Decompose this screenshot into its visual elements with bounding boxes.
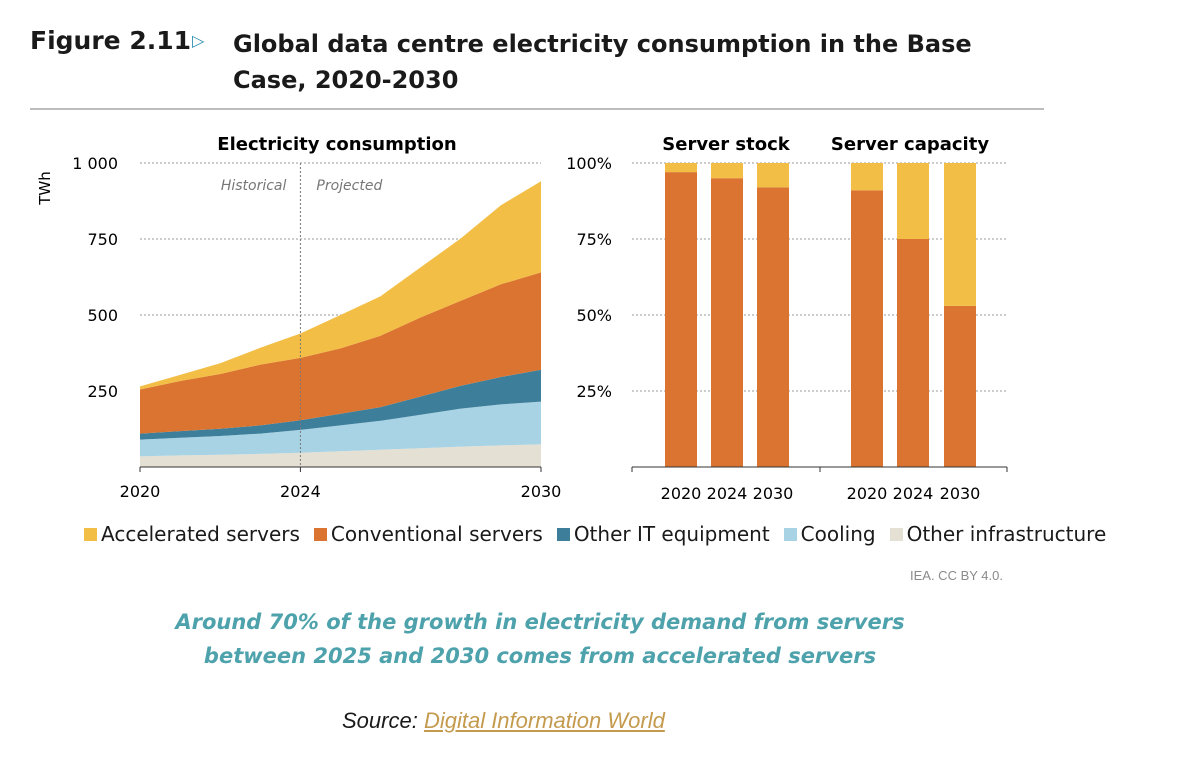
legend-item: Conventional servers — [313, 522, 543, 546]
figure-caption: Around 70% of the growth in electricity … — [175, 610, 905, 668]
x-tick-label: 2030 — [940, 484, 981, 503]
y-tick-label: 250 — [87, 382, 118, 401]
legend-item: Accelerated servers — [84, 522, 300, 546]
area-chart-title: Electricity consumption — [217, 134, 456, 155]
y-tick-label: 75% — [576, 230, 612, 249]
bar-segment — [851, 190, 883, 468]
y-tick-label: 100% — [566, 154, 612, 173]
area-series — [140, 369, 541, 440]
bar-segment — [711, 163, 743, 179]
legend: Accelerated servers Conventional servers O… — [84, 522, 1106, 546]
x-tick-label: 2020 — [120, 482, 161, 501]
x-tick-label: 2020 — [847, 484, 888, 503]
bar-segment — [944, 305, 976, 467]
x-tick-label: 2024 — [280, 482, 321, 501]
source-prefix: Source: — [342, 708, 418, 733]
bar-segment — [757, 163, 789, 188]
annotation-historical: Historical — [221, 178, 287, 194]
x-tick-label: 2024 — [707, 484, 748, 503]
credit-text: IEA. CC BY 4.0. — [910, 568, 1003, 583]
x-tick-label: 2024 — [893, 484, 934, 503]
figure-title: Global data centre electricity consumpti… — [233, 30, 972, 94]
legend-swatch — [783, 527, 797, 541]
figure-label: Figure 2.11 — [30, 26, 192, 55]
legend-swatch — [889, 527, 903, 541]
y-tick-label: 25% — [576, 382, 612, 401]
area-series — [140, 401, 541, 457]
y-tick-label: 500 — [87, 306, 118, 325]
x-tick-label: 2020 — [661, 484, 702, 503]
legend-swatch — [556, 527, 570, 541]
bar-segment — [711, 178, 743, 467]
source-line: Source: Digital Information World — [342, 708, 665, 734]
legend-label: Other IT equipment — [573, 522, 770, 546]
bar-segment — [897, 239, 929, 467]
bar-segment — [897, 163, 929, 239]
bar-chart-title: Server capacity — [831, 134, 989, 155]
bar-segment — [665, 172, 697, 467]
area-series — [140, 272, 541, 434]
bar-segment — [757, 187, 789, 467]
legend-swatch — [84, 527, 97, 541]
annotation-projected: Projected — [316, 178, 382, 194]
bar-segment — [944, 163, 976, 306]
bar-chart-title: Server stock — [662, 134, 790, 155]
bar-segment — [851, 163, 883, 191]
y-tick-label: 1 000 — [72, 154, 118, 173]
x-tick-label: 2030 — [753, 484, 794, 503]
title-divider — [30, 108, 1044, 110]
legend-swatch — [313, 527, 327, 541]
legend-label: Accelerated servers — [101, 522, 300, 546]
legend-item: Other IT equipment — [556, 522, 770, 546]
y-tick-label: 50% — [576, 306, 612, 325]
charts-canvas: Electricity consumption TWh 250 500 750 1 000… — [36, 134, 1008, 503]
y-tick-label: 750 — [87, 230, 118, 249]
legend-item: Other infrastructure — [889, 522, 1107, 546]
legend-item: Cooling — [783, 522, 876, 546]
area-series — [140, 444, 541, 467]
y-axis-label: TWh — [36, 171, 54, 206]
legend-label: Conventional servers — [330, 522, 543, 546]
legend-label: Other infrastructure — [906, 522, 1107, 546]
x-tick-label: 2030 — [521, 482, 562, 501]
source-link[interactable]: Digital Information World — [423, 708, 665, 733]
bar-segment — [665, 163, 697, 173]
figure-arrow-icon: ▷ — [192, 33, 205, 50]
area-series — [140, 181, 541, 390]
legend-label: Cooling — [800, 522, 876, 546]
